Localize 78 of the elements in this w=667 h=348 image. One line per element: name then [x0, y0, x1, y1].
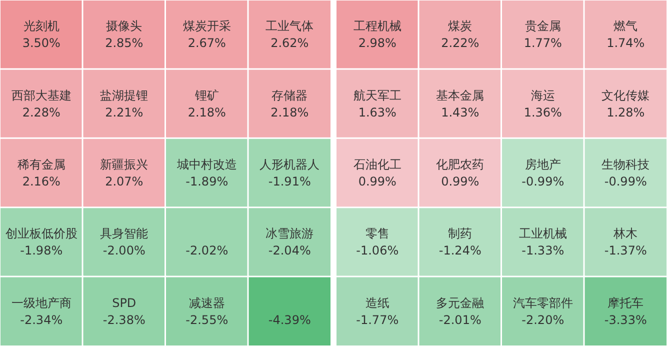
- category-label: 摄像头: [106, 19, 142, 34]
- data-label: 2.21%: [105, 105, 144, 120]
- category-label: 林木: [612, 226, 638, 241]
- data-label: 1.43%: [441, 105, 480, 120]
- data-label: -2.55%: [186, 312, 228, 327]
- category-label: 汽车零部件: [512, 296, 573, 310]
- data-label: 2.62%: [270, 36, 309, 50]
- category-label: 煤炭: [448, 19, 472, 34]
- category-label: 盐湖提锂: [100, 88, 148, 102]
- category-label: 航天军工: [353, 88, 402, 102]
- data-label: -1.98%: [20, 244, 63, 258]
- category-label: 零售: [365, 226, 390, 241]
- category-label: 燃气: [614, 19, 638, 34]
- data-label: -2.04%: [268, 244, 311, 258]
- data-label: 2.98%: [358, 36, 396, 50]
- data-label: 2.18%: [188, 105, 226, 120]
- data-label: 2.28%: [22, 105, 60, 120]
- category-label: SPD: [112, 296, 136, 310]
- category-label: 锂矿: [194, 88, 219, 102]
- data-label: -2.20%: [522, 312, 564, 327]
- data-label: -2.02%: [186, 244, 228, 258]
- category-label: 工业机械: [518, 226, 567, 241]
- data-label: -1.06%: [356, 244, 399, 258]
- data-label: -2.34%: [20, 312, 63, 327]
- category-label: 创业板低价股: [5, 226, 78, 241]
- category-label: 存储器: [272, 88, 308, 102]
- data-label: 0.99%: [358, 174, 396, 188]
- data-label: -2.00%: [102, 244, 146, 258]
- data-label: 2.07%: [105, 174, 144, 188]
- data-label: -1.37%: [604, 244, 647, 258]
- category-label: 城中村改造: [176, 158, 237, 172]
- category-label: 具身智能: [100, 226, 148, 241]
- category-label: 光刻机: [23, 19, 60, 34]
- data-label: 1.36%: [524, 105, 562, 120]
- category-label: 生物科技: [602, 158, 650, 172]
- data-label: -2.01%: [438, 312, 482, 327]
- category-label: 一级地产商: [11, 296, 72, 310]
- category-label: 稀有金属: [17, 158, 66, 172]
- category-label: 多元金融: [436, 296, 484, 310]
- data-label: 3.50%: [22, 36, 60, 50]
- data-label: 2.18%: [270, 105, 309, 120]
- data-label: -3.33%: [604, 312, 647, 327]
- data-label: 2.85%: [105, 36, 144, 50]
- category-label: 工业气体: [266, 19, 314, 34]
- category-label: 石油化工: [353, 158, 402, 172]
- category-label: 文化传媒: [602, 88, 650, 102]
- category-label: 新疆振兴: [100, 158, 148, 172]
- category-label: 房地产: [524, 158, 561, 172]
- data-label: -0.99%: [604, 174, 647, 188]
- category-label: 摩托车: [608, 296, 644, 310]
- data-label: -1.89%: [186, 174, 228, 188]
- category-label: 基本金属: [436, 88, 484, 102]
- data-label: -1.33%: [522, 244, 564, 258]
- category-label: 制药: [448, 226, 472, 241]
- data-label: 0.99%: [441, 174, 480, 188]
- category-label: 海运: [530, 88, 555, 102]
- category-label: 造纸: [365, 296, 390, 310]
- category-label: 减速器: [188, 296, 225, 310]
- data-label: 2.67%: [188, 36, 226, 50]
- data-label: 1.63%: [358, 105, 396, 120]
- data-label: -1.77%: [356, 312, 399, 327]
- category-label: 西部大基建: [11, 88, 72, 102]
- category-label: 工程机械: [353, 19, 402, 34]
- data-label: 2.16%: [22, 174, 60, 188]
- data-label: -4.39%: [268, 312, 311, 327]
- data-label: 1.77%: [524, 36, 562, 50]
- data-label: 2.22%: [441, 36, 480, 50]
- data-label: -1.91%: [268, 174, 311, 188]
- data-label: -2.38%: [102, 312, 146, 327]
- category-label: 冰雪旅游: [266, 226, 314, 241]
- data-label: 1.28%: [606, 105, 645, 120]
- category-label: 人形机器人: [260, 158, 320, 172]
- category-label: 煤炭开采: [182, 19, 231, 34]
- category-label: 贵金属: [524, 19, 561, 34]
- data-label: -1.24%: [438, 244, 482, 258]
- data-label: 1.74%: [606, 36, 645, 50]
- category-label: 化肥农药: [436, 158, 484, 172]
- data-label: -0.99%: [522, 174, 564, 188]
